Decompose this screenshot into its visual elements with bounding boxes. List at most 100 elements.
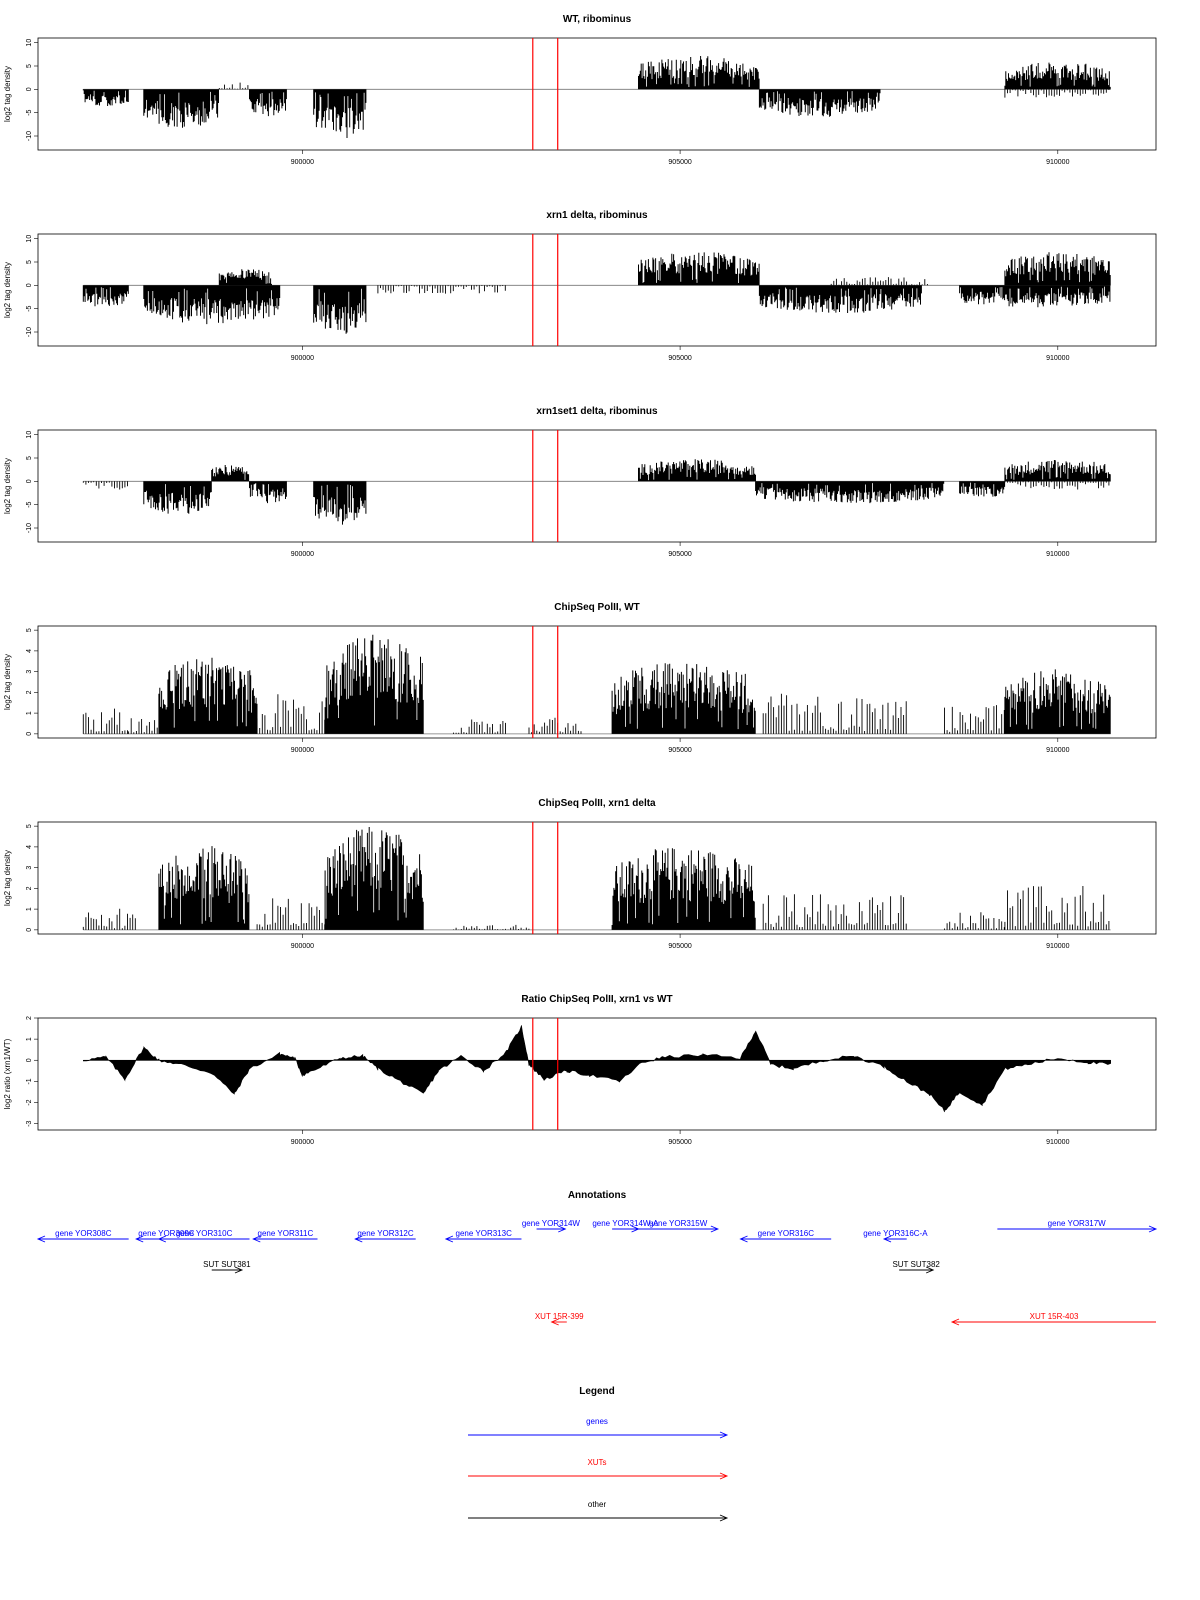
density-segment <box>758 89 881 117</box>
y-tick-label: -5 <box>26 501 33 507</box>
feature-label: gene YOR313C <box>456 1229 513 1238</box>
density-segment <box>611 663 756 734</box>
arrow-head <box>558 1225 567 1233</box>
density-segment <box>249 89 287 117</box>
density-segment <box>755 481 945 504</box>
feature-arrow <box>211 1266 244 1274</box>
density-bars <box>313 481 367 525</box>
legend-label: other <box>588 1500 607 1509</box>
other-annotation: SUT SUT382 <box>892 1260 940 1274</box>
gene-annotation: gene YOR317W <box>997 1219 1158 1233</box>
y-tick-label: -5 <box>26 305 33 311</box>
feature-arrow <box>612 1225 640 1233</box>
legend-title: Legend <box>579 1386 615 1397</box>
y-tick-label: 5 <box>26 456 33 460</box>
arrow-head <box>36 1235 46 1243</box>
density-bars <box>453 924 530 930</box>
y-tick-label: 1 <box>26 711 33 715</box>
density-bars <box>143 285 281 325</box>
density-bars <box>762 693 907 734</box>
y-tick-label: 4 <box>26 649 33 653</box>
y-tick-label: -5 <box>26 109 33 115</box>
feature-label: gene YOR311C <box>258 1229 314 1238</box>
y-tick-label: 1 <box>26 907 33 911</box>
x-tick-label: 900000 <box>291 159 314 166</box>
y-tick-label: 5 <box>26 824 33 828</box>
legend-label: genes <box>586 1417 608 1426</box>
density-segment <box>256 898 326 930</box>
density-segment <box>218 82 249 90</box>
arrow-head <box>925 1266 935 1274</box>
legend-panel: Legend genes XUTs other <box>468 1386 729 1522</box>
density-bars <box>128 718 158 734</box>
y-tick-label: -1 <box>26 1078 33 1084</box>
gene-annotation: gene YOR308C <box>36 1229 129 1243</box>
arrow-head <box>1148 1225 1158 1233</box>
density-bars <box>1004 89 1110 98</box>
density-bars <box>1004 62 1111 90</box>
density-bars <box>158 657 258 734</box>
x-tick-label: 910000 <box>1046 1139 1069 1146</box>
density-bars <box>944 912 1005 930</box>
y-tick-label: 0 <box>26 479 33 483</box>
y-tick-label: 0 <box>26 928 33 932</box>
feature-arrow <box>36 1235 129 1243</box>
arrow-head <box>719 1431 729 1439</box>
chart-panel: WT, ribominus -10 -5 0 5 10 log2 tag density 90… <box>3 14 1157 166</box>
chart-panel: xrn1set1 delta, ribominus -10 -5 0 5 10 log2 t… <box>3 406 1157 558</box>
feature-label: gene YOR314W-A <box>592 1219 659 1228</box>
x-tick-label: 910000 <box>1046 551 1069 558</box>
y-tick-label: -10 <box>26 327 33 337</box>
density-bars <box>611 848 756 930</box>
feature-label: gene YOR315W <box>649 1219 708 1228</box>
chart-panel: ChipSeq PolII, xrn1 delta 0 1 2 3 4 5 log2 tag … <box>3 798 1157 950</box>
arrow-head <box>234 1266 244 1274</box>
density-segment <box>82 908 136 930</box>
gene-annotation: gene YOR313C <box>444 1229 522 1243</box>
density-segment <box>1004 89 1110 98</box>
density-segment <box>218 269 272 286</box>
gene-annotation: gene YOR315W <box>638 1219 720 1233</box>
gene-annotation: gene YOR316C <box>739 1229 832 1243</box>
density-segment <box>256 694 326 734</box>
arrow-head <box>950 1318 960 1326</box>
panel-title: ChipSeq PolII, WT <box>554 602 640 613</box>
feature-arrow <box>739 1235 832 1243</box>
density-bars <box>1004 669 1111 734</box>
feature-label: gene YOR314W <box>522 1219 581 1228</box>
density-segment <box>944 705 1005 734</box>
density-bars <box>1004 481 1110 490</box>
x-tick-label: 910000 <box>1046 355 1069 362</box>
arrow-head <box>135 1235 144 1243</box>
x-tick-label: 905000 <box>668 159 691 166</box>
arrow-head <box>719 1514 729 1522</box>
gene-annotation: gene YOR310C <box>157 1229 250 1243</box>
arrow-head <box>882 1235 892 1243</box>
density-segment <box>82 708 128 734</box>
density-segment <box>1004 252 1111 286</box>
panel-title: xrn1set1 delta, ribominus <box>536 406 658 417</box>
gene-annotation: gene YOR312C <box>354 1229 416 1243</box>
y-tick-label: 0 <box>26 1058 33 1062</box>
panel-title: xrn1 delta, ribominus <box>546 210 648 221</box>
plot-frame <box>37 233 1157 347</box>
arrow-head <box>739 1235 748 1243</box>
density-bars <box>82 481 128 490</box>
feature-label: XUT 15R-399 <box>535 1312 584 1321</box>
density-segment <box>313 481 367 525</box>
y-tick-label: 10 <box>26 235 33 243</box>
chart-panel: Ratio ChipSeq PolII, xrn1 vs WT -3 -2 -1 0 1 2… <box>3 994 1157 1146</box>
x-tick-label: 900000 <box>291 747 314 754</box>
y-tick-label: -3 <box>26 1120 33 1126</box>
density-bars <box>313 89 367 138</box>
other-annotation: SUT SUT381 <box>203 1260 251 1274</box>
feature-arrow <box>882 1235 907 1243</box>
x-tick-label: 910000 <box>1046 747 1069 754</box>
plot-frame <box>37 1017 1157 1131</box>
density-bars <box>256 694 326 734</box>
y-axis-label: log2 tag density <box>3 262 12 318</box>
y-tick-label: 4 <box>26 845 33 849</box>
y-tick-label: 10 <box>26 39 33 47</box>
chart-panel: ChipSeq PolII, WT 0 1 2 3 4 5 log2 tag density 9… <box>3 602 1157 754</box>
